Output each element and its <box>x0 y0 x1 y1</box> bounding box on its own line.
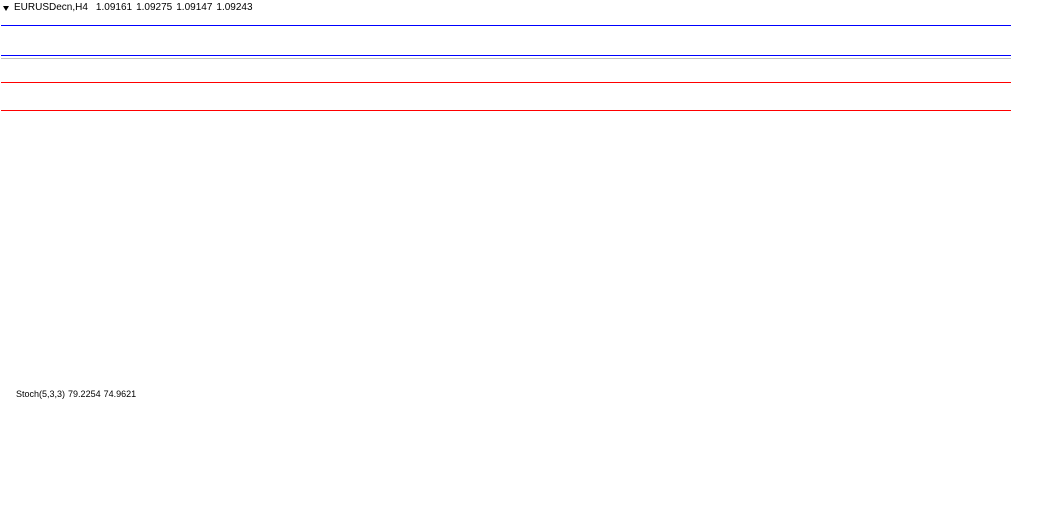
triangle-down-icon[interactable] <box>3 6 9 11</box>
stochastic-signal-value: 74.9621 <box>103 389 137 399</box>
stochastic-main-value: 79.2254 <box>68 389 101 399</box>
bar-low-price: 1.09147 <box>176 2 213 13</box>
bar-high-price: 1.09275 <box>136 2 173 13</box>
stochastic-name: Stoch(5,3,3) <box>16 389 66 399</box>
stochastic-indicator-label: Stoch(5,3,3) 79.2254 74.9621 <box>6 379 139 409</box>
price-chart-panel[interactable] <box>0 25 1011 111</box>
chart-header: EURUSDecn,H4 1.09161 1.09275 1.09147 1.0… <box>3 2 253 14</box>
bar-open-price: 1.09161 <box>95 2 133 13</box>
symbol-timeframe: EURUSDecn,H4 <box>14 2 88 13</box>
bar-close-price: 1.09243 <box>216 2 253 13</box>
